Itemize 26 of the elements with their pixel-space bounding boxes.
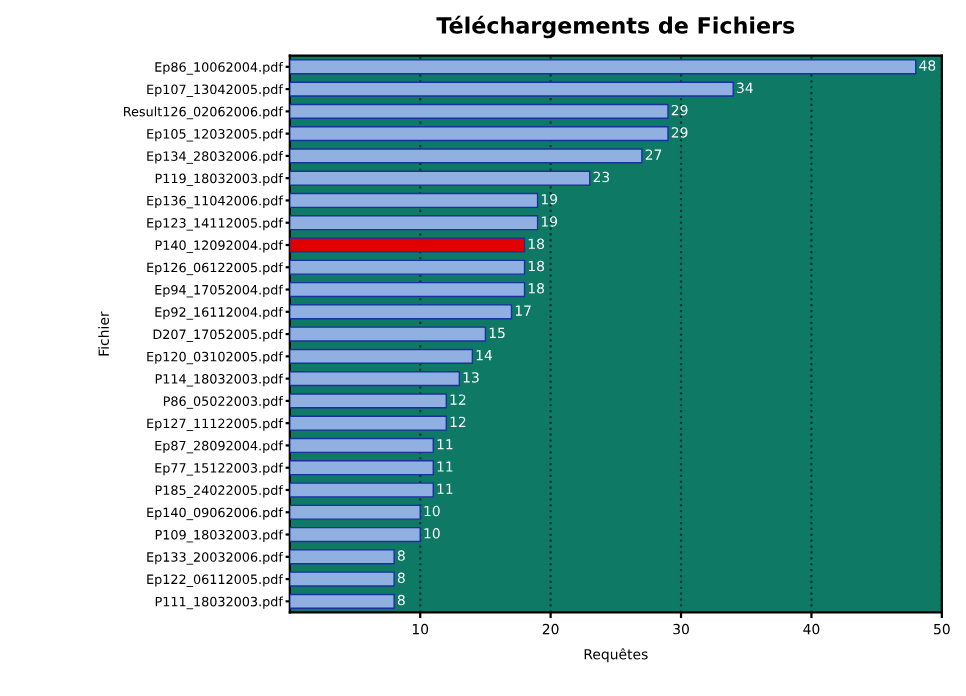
bar <box>289 549 395 565</box>
bar <box>289 81 734 97</box>
bar <box>289 304 513 320</box>
bar <box>289 126 669 142</box>
bar <box>289 593 395 609</box>
bar <box>289 148 643 164</box>
bar <box>289 482 434 498</box>
bar <box>289 571 395 587</box>
bar <box>289 59 917 75</box>
bar <box>289 326 487 342</box>
bar <box>289 415 447 431</box>
bar <box>289 192 539 209</box>
bar <box>289 371 461 387</box>
bar <box>289 460 434 476</box>
chart-title: Téléchargements de Fichiers <box>436 15 795 39</box>
bar <box>289 526 421 543</box>
bar <box>289 215 539 231</box>
bar <box>289 393 447 409</box>
bar <box>289 259 526 275</box>
bar <box>289 504 421 520</box>
bar <box>289 237 526 253</box>
bar <box>289 348 474 364</box>
bar <box>289 281 526 298</box>
bar <box>289 170 591 186</box>
bar <box>289 437 434 454</box>
bar <box>289 103 669 119</box>
